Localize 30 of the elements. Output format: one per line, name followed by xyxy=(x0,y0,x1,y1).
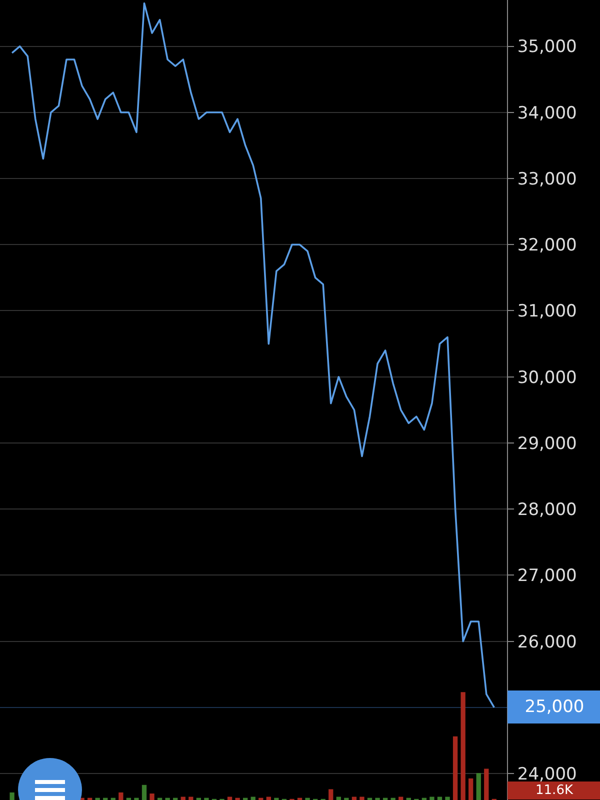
y-tick-label: 29,000 xyxy=(517,434,577,454)
bar xyxy=(150,794,154,800)
y-tick-label: 35,000 xyxy=(517,37,577,58)
bar xyxy=(10,792,14,800)
bar xyxy=(328,789,334,800)
y-tick-label: 33,000 xyxy=(517,169,577,190)
y-tick-label: 26,000 xyxy=(517,632,577,652)
line-series xyxy=(11,2,496,708)
y-tick-label: 30,000 xyxy=(517,368,577,388)
bar xyxy=(452,736,458,800)
y-tick-label: 27,000 xyxy=(517,566,577,586)
bar xyxy=(460,692,466,800)
bar xyxy=(445,796,450,800)
bar xyxy=(430,796,434,800)
text: 11.6K xyxy=(536,783,574,798)
y-tick-label: 31,000 xyxy=(517,302,577,322)
bar xyxy=(476,773,481,800)
y-tick-label: 28,000 xyxy=(517,500,577,520)
y-tick-label: 24,000 xyxy=(517,764,577,784)
bar xyxy=(484,768,489,800)
bar xyxy=(360,796,364,800)
bar xyxy=(118,792,124,800)
bar xyxy=(352,796,357,800)
bar xyxy=(142,784,147,800)
bar xyxy=(336,796,341,800)
bar xyxy=(468,778,474,800)
y-tick-label: 32,000 xyxy=(517,236,577,256)
ref-line-label: 25,000 xyxy=(524,697,584,717)
y-tick-label: 34,000 xyxy=(517,103,577,124)
bar xyxy=(250,796,256,800)
